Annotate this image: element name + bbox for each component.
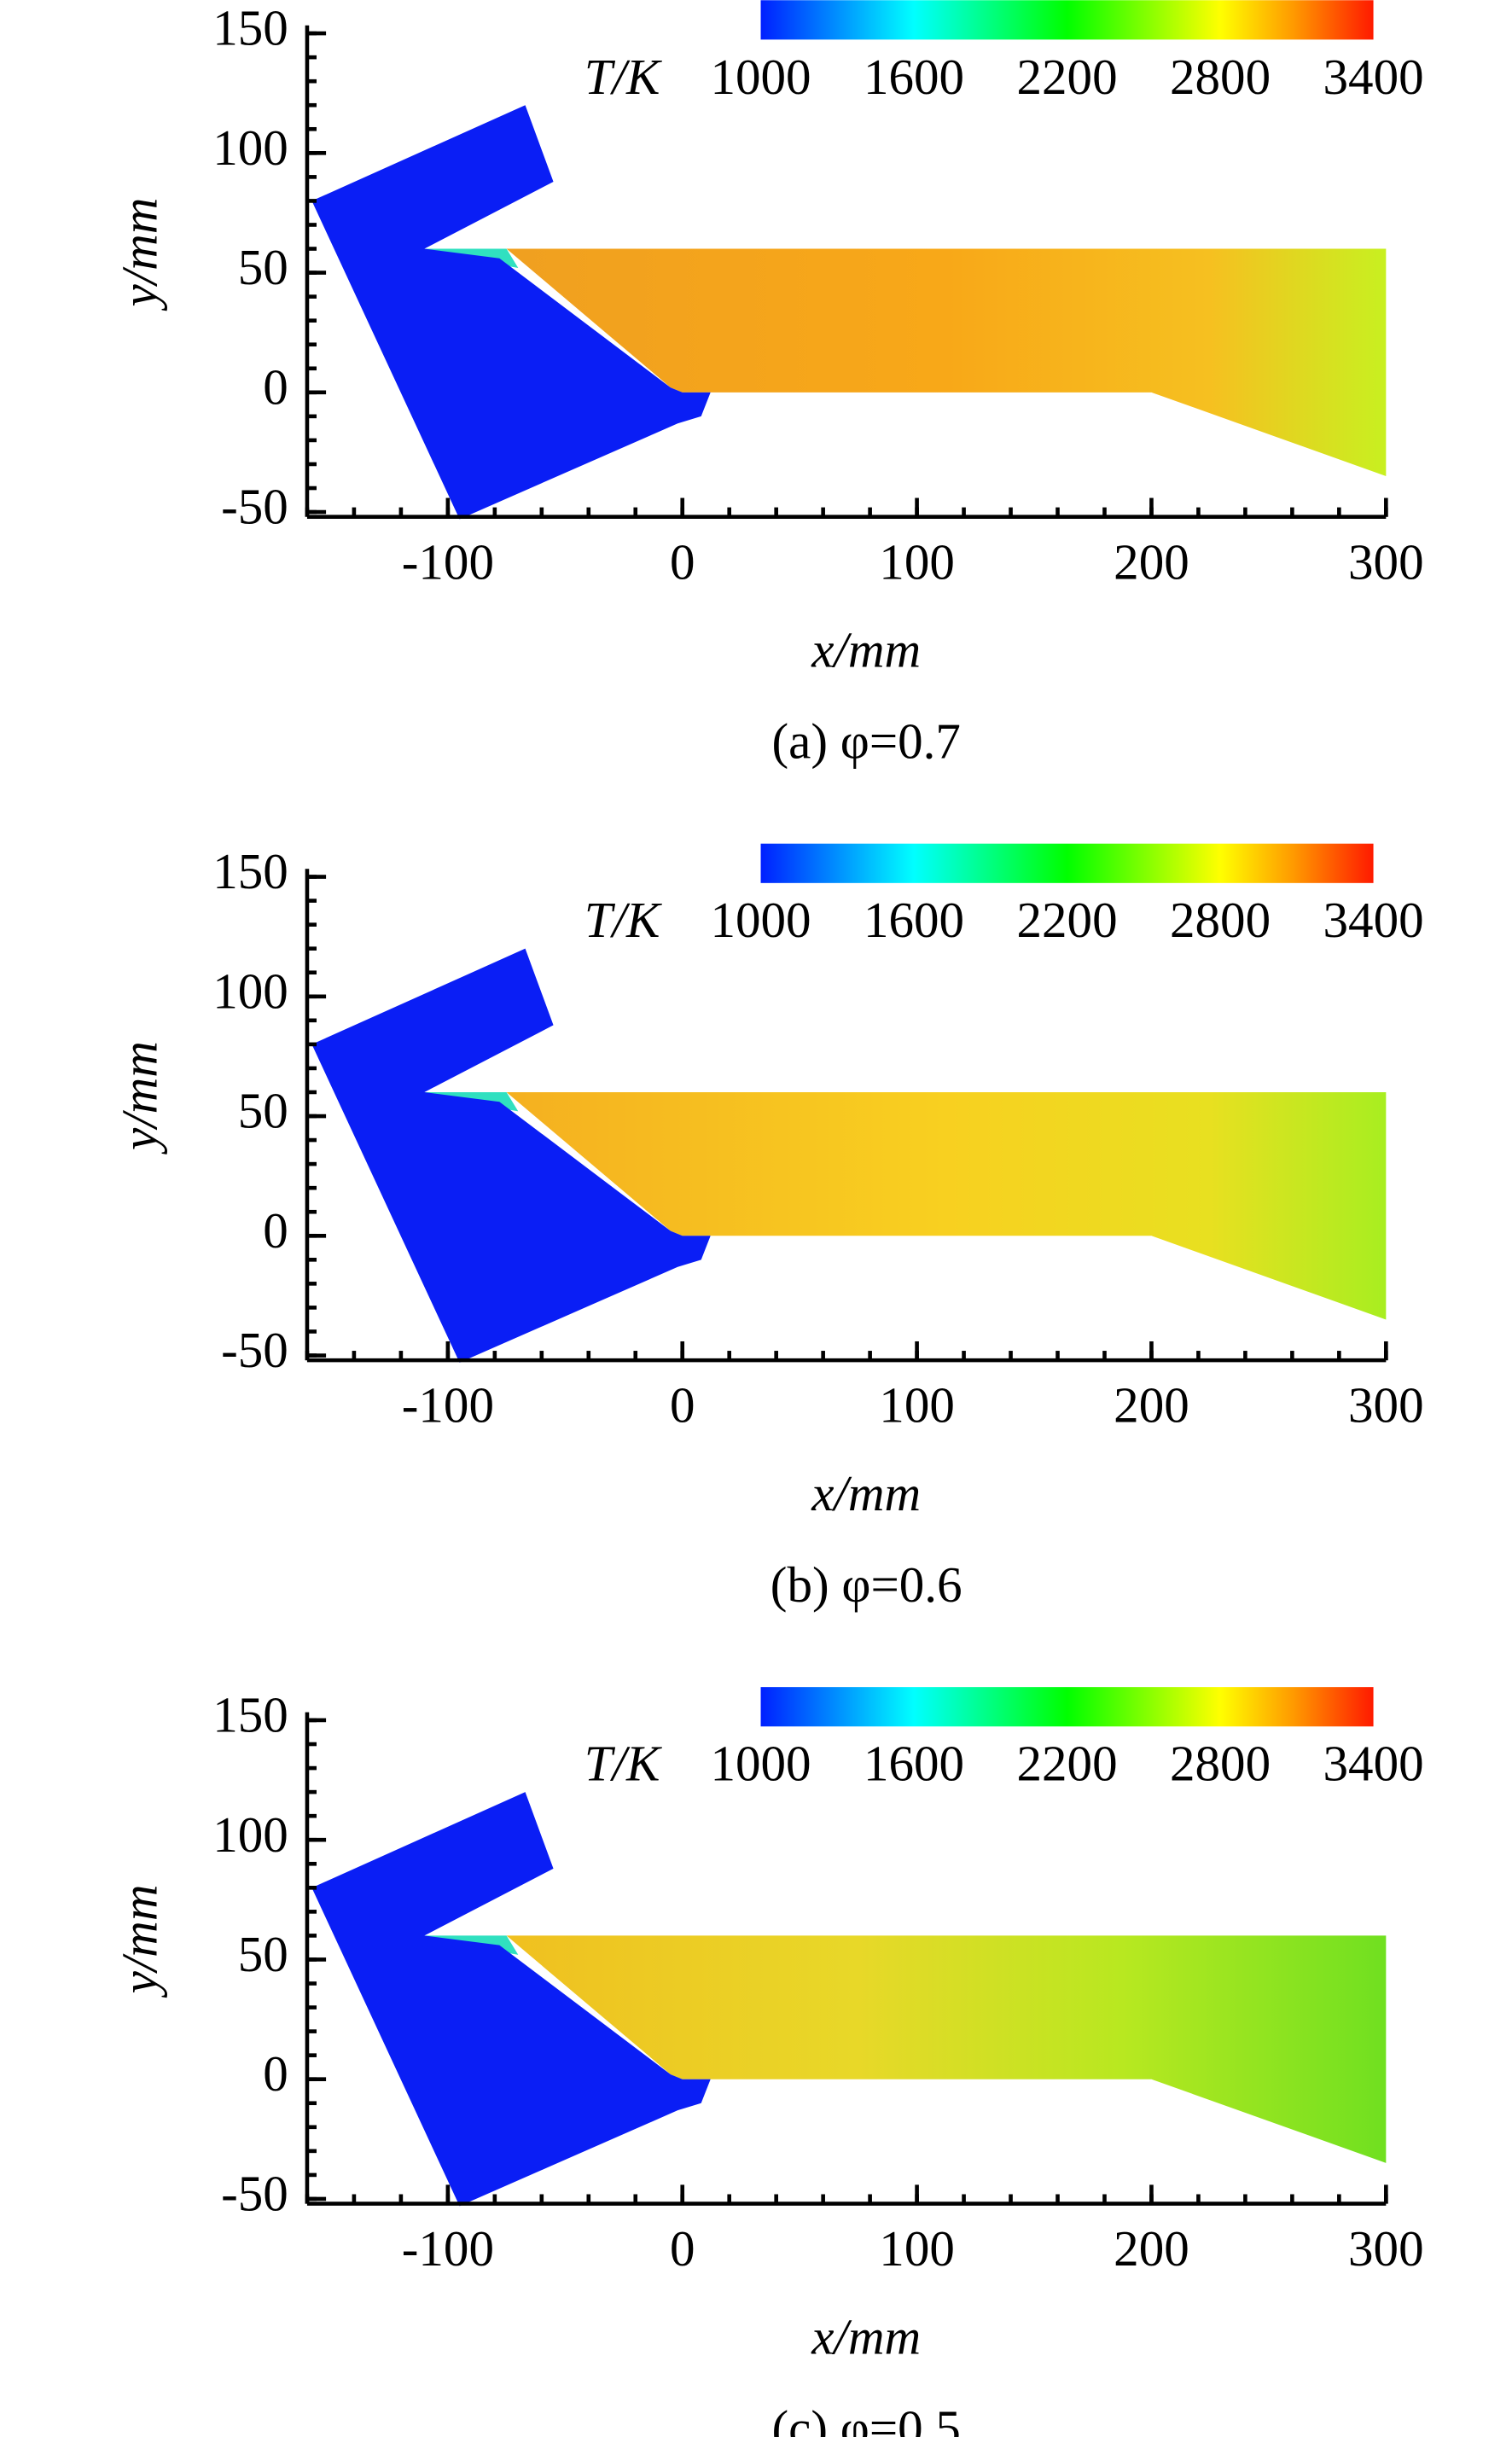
x-axis-label: x/mm bbox=[811, 1465, 921, 1521]
y-tick-label: -50 bbox=[221, 479, 288, 535]
caption: (c) φ=0.5 bbox=[771, 2400, 960, 2437]
caption: (b) φ=0.6 bbox=[771, 1556, 962, 1613]
inlet-region bbox=[311, 1792, 711, 2207]
inlet-region bbox=[311, 948, 711, 1363]
colorbar bbox=[760, 0, 1374, 40]
colorbar bbox=[760, 1687, 1374, 1727]
x-tick-label: 200 bbox=[1114, 2220, 1189, 2277]
colorbar-tick-label: 2800 bbox=[1170, 1736, 1271, 1792]
y-tick-label: -50 bbox=[221, 2166, 288, 2222]
y-tick-label: 50 bbox=[238, 239, 288, 295]
flow-field bbox=[506, 1091, 1387, 1320]
colorbar bbox=[760, 843, 1374, 883]
colorbar-tick-label: 1600 bbox=[864, 49, 964, 105]
x-tick-label: 0 bbox=[670, 1377, 695, 1434]
x-tick-label: 100 bbox=[879, 2220, 955, 2277]
y-tick-label: 100 bbox=[212, 963, 288, 1019]
y-tick-label: 0 bbox=[263, 2045, 288, 2102]
colorbar-tick-label: 2800 bbox=[1170, 892, 1271, 948]
x-axis-label: x/mm bbox=[811, 2309, 921, 2365]
x-tick-label: 200 bbox=[1114, 1377, 1189, 1434]
colorbar-tick-label: 2200 bbox=[1017, 892, 1118, 948]
x-axis-label: x/mm bbox=[811, 622, 921, 678]
x-tick-label: -100 bbox=[402, 533, 494, 590]
x-tick-label: -100 bbox=[402, 2220, 494, 2277]
y-tick-label: -50 bbox=[221, 1322, 288, 1378]
y-axis-label: y/mm bbox=[111, 1885, 167, 1998]
colorbar-label: T/K bbox=[584, 1736, 662, 1792]
colorbar-tick-label: 1600 bbox=[864, 1736, 964, 1792]
flow-field bbox=[506, 1935, 1387, 2163]
colorbar-tick-label: 3400 bbox=[1323, 1736, 1424, 1792]
colorbar-tick-label: 1600 bbox=[864, 892, 964, 948]
x-tick-label: 0 bbox=[670, 533, 695, 590]
x-tick-label: 100 bbox=[879, 533, 955, 590]
y-axis-label: y/mm bbox=[111, 1041, 167, 1155]
x-tick-label: 0 bbox=[670, 2220, 695, 2277]
x-tick-label: 100 bbox=[879, 1377, 955, 1434]
colorbar-label: T/K bbox=[584, 49, 662, 105]
y-tick-label: 50 bbox=[238, 1083, 288, 1139]
colorbar-tick-label: 2800 bbox=[1170, 49, 1271, 105]
y-tick-label: 100 bbox=[212, 119, 288, 176]
flow-field bbox=[506, 248, 1387, 476]
x-tick-label: 300 bbox=[1348, 533, 1424, 590]
y-tick-label: 150 bbox=[212, 1687, 288, 1743]
y-tick-label: 150 bbox=[212, 0, 288, 56]
colorbar-tick-label: 2200 bbox=[1017, 1736, 1118, 1792]
colorbar-tick-label: 3400 bbox=[1323, 892, 1424, 948]
x-tick-label: 200 bbox=[1114, 533, 1189, 590]
caption: (a) φ=0.7 bbox=[771, 713, 960, 770]
colorbar-tick-label: 2200 bbox=[1017, 49, 1118, 105]
y-tick-label: 0 bbox=[263, 358, 288, 415]
y-tick-label: 50 bbox=[238, 1926, 288, 1982]
colorbar-label: T/K bbox=[584, 892, 662, 948]
y-tick-label: 100 bbox=[212, 1806, 288, 1863]
x-tick-label: 300 bbox=[1348, 1377, 1424, 1434]
y-tick-label: 0 bbox=[263, 1202, 288, 1259]
colorbar-tick-label: 1000 bbox=[710, 892, 811, 948]
x-tick-label: -100 bbox=[402, 1377, 494, 1434]
inlet-region bbox=[311, 105, 711, 520]
x-tick-label: 300 bbox=[1348, 2220, 1424, 2277]
y-axis-label: y/mm bbox=[111, 198, 167, 311]
colorbar-tick-label: 3400 bbox=[1323, 49, 1424, 105]
colorbar-tick-label: 1000 bbox=[710, 49, 811, 105]
y-tick-label: 150 bbox=[212, 843, 288, 899]
colorbar-tick-label: 1000 bbox=[710, 1736, 811, 1792]
